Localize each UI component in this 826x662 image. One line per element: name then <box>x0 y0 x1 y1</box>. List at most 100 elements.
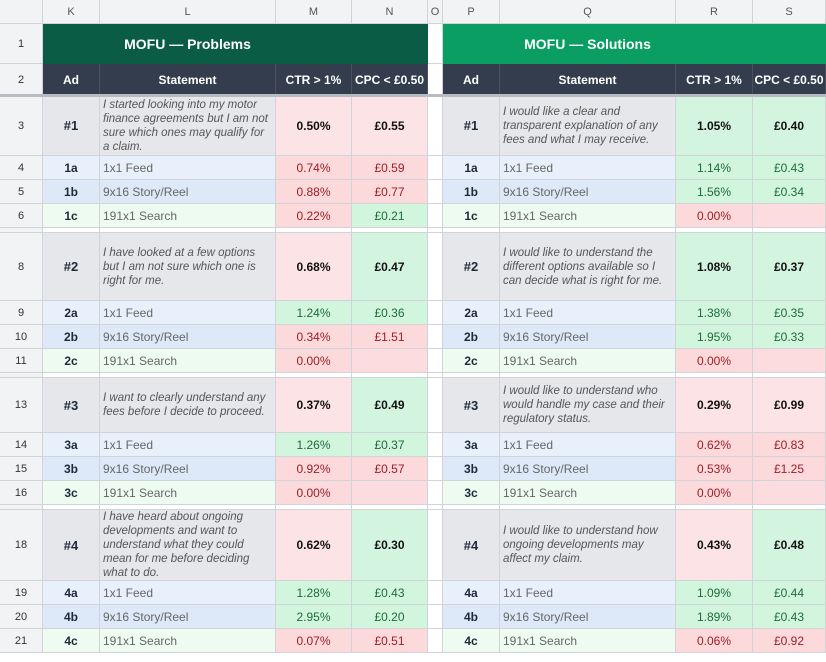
ctr-value[interactable]: 0.00% <box>676 204 753 228</box>
ctr-value[interactable]: 0.29% <box>676 378 753 433</box>
format-label[interactable]: 9x16 Story/Reel <box>500 605 676 629</box>
row-header[interactable]: 16 <box>0 481 43 505</box>
ad-id[interactable]: 2a <box>443 301 500 325</box>
gap-cell[interactable] <box>428 204 443 228</box>
column-header-q[interactable]: Q <box>500 0 676 24</box>
statement-text[interactable]: I have heard about ongoing developments … <box>100 510 276 581</box>
ctr-value[interactable]: 1.26% <box>276 433 352 457</box>
ctr-value[interactable]: 1.05% <box>676 96 753 156</box>
divider-cell[interactable] <box>276 228 352 233</box>
gap-cell[interactable] <box>428 325 443 349</box>
ad-id[interactable]: 4b <box>443 605 500 629</box>
header-ctr[interactable]: CTR > 1% <box>676 64 753 96</box>
gap-cell[interactable] <box>428 233 443 301</box>
ctr-value[interactable]: 1.14% <box>676 156 753 180</box>
row-header[interactable]: 10 <box>0 325 43 349</box>
ctr-value[interactable]: 0.22% <box>276 204 352 228</box>
gap-cell[interactable] <box>428 581 443 605</box>
column-header-l[interactable]: L <box>100 0 276 24</box>
cpc-value[interactable]: £0.34 <box>753 180 826 204</box>
cpc-value[interactable]: £0.92 <box>753 629 826 653</box>
cpc-value[interactable]: £0.36 <box>352 301 428 325</box>
statement-text[interactable]: I want to clearly understand any fees be… <box>100 378 276 433</box>
ad-id[interactable]: #3 <box>443 378 500 433</box>
cpc-value[interactable]: £0.55 <box>352 96 428 156</box>
cpc-value[interactable]: £0.37 <box>352 433 428 457</box>
ctr-value[interactable]: 0.43% <box>676 510 753 581</box>
statement-text[interactable]: I would like to understand how ongoing d… <box>500 510 676 581</box>
ctr-value[interactable]: 0.00% <box>676 349 753 373</box>
ad-id[interactable]: 2c <box>443 349 500 373</box>
cpc-value[interactable] <box>753 349 826 373</box>
problems-title-bg[interactable] <box>43 24 100 64</box>
solutions-title-bg[interactable] <box>753 24 826 64</box>
divider-cell[interactable] <box>352 373 428 378</box>
cpc-value[interactable]: £0.51 <box>352 629 428 653</box>
cpc-value[interactable]: £0.43 <box>753 605 826 629</box>
divider-cell[interactable] <box>500 373 676 378</box>
gap-cell[interactable] <box>428 510 443 581</box>
divider-cell[interactable] <box>43 373 100 378</box>
ad-id[interactable]: 4a <box>443 581 500 605</box>
ad-id[interactable]: 3b <box>443 457 500 481</box>
ad-id[interactable]: 2b <box>443 325 500 349</box>
ctr-value[interactable]: 1.56% <box>676 180 753 204</box>
ctr-value[interactable]: 0.62% <box>676 433 753 457</box>
ad-id[interactable]: #3 <box>43 378 100 433</box>
format-label[interactable]: 1x1 Feed <box>100 301 276 325</box>
cpc-value[interactable]: £1.25 <box>753 457 826 481</box>
gap-cell[interactable] <box>428 481 443 505</box>
statement-text[interactable]: I would like to understand who would han… <box>500 378 676 433</box>
format-label[interactable]: 191x1 Search <box>500 481 676 505</box>
format-label[interactable]: 9x16 Story/Reel <box>100 457 276 481</box>
row-header[interactable]: 4 <box>0 156 43 180</box>
row-header[interactable]: 8 <box>0 233 43 301</box>
column-header-r[interactable]: R <box>676 0 753 24</box>
cpc-value[interactable]: £0.44 <box>753 581 826 605</box>
ctr-value[interactable]: 0.53% <box>676 457 753 481</box>
gap-cell[interactable] <box>428 301 443 325</box>
header-cpc[interactable]: CPC < £0.50 <box>753 64 826 96</box>
ctr-value[interactable]: 1.08% <box>676 233 753 301</box>
row-header[interactable]: 18 <box>0 510 43 581</box>
ad-id[interactable]: 3b <box>43 457 100 481</box>
cpc-value[interactable] <box>753 204 826 228</box>
divider-cell[interactable] <box>100 505 276 510</box>
gap-cell[interactable] <box>428 378 443 433</box>
cpc-value[interactable]: £0.57 <box>352 457 428 481</box>
format-label[interactable]: 1x1 Feed <box>500 156 676 180</box>
ctr-value[interactable]: 0.00% <box>276 481 352 505</box>
gap-cell[interactable] <box>428 605 443 629</box>
cpc-value[interactable]: £0.40 <box>753 96 826 156</box>
problems-title-bg[interactable] <box>352 24 428 64</box>
format-label[interactable]: 191x1 Search <box>500 629 676 653</box>
cpc-value[interactable]: £0.48 <box>753 510 826 581</box>
divider-cell[interactable] <box>276 373 352 378</box>
ad-id[interactable]: 4c <box>43 629 100 653</box>
cpc-value[interactable] <box>352 481 428 505</box>
divider-cell[interactable] <box>100 373 276 378</box>
row-header[interactable]: 14 <box>0 433 43 457</box>
ad-id[interactable]: #4 <box>43 510 100 581</box>
gap-cell[interactable] <box>428 64 443 96</box>
column-header-o[interactable]: O <box>428 0 443 24</box>
cpc-value[interactable]: £0.21 <box>352 204 428 228</box>
cpc-value[interactable]: £0.83 <box>753 433 826 457</box>
ctr-value[interactable]: 0.37% <box>276 378 352 433</box>
cpc-value[interactable]: £0.99 <box>753 378 826 433</box>
cpc-value[interactable] <box>753 481 826 505</box>
row-header[interactable]: 6 <box>0 204 43 228</box>
cpc-value[interactable]: £0.77 <box>352 180 428 204</box>
row-header[interactable]: 15 <box>0 457 43 481</box>
ctr-value[interactable]: 0.88% <box>276 180 352 204</box>
gap-cell[interactable] <box>428 349 443 373</box>
ad-id[interactable]: 2b <box>43 325 100 349</box>
cpc-value[interactable] <box>352 349 428 373</box>
cpc-value[interactable]: £0.30 <box>352 510 428 581</box>
divider-cell[interactable] <box>43 228 100 233</box>
divider-cell[interactable] <box>443 228 500 233</box>
ad-id[interactable]: 1b <box>43 180 100 204</box>
ad-id[interactable]: 4a <box>43 581 100 605</box>
statement-text[interactable]: I would like to understand the different… <box>500 233 676 301</box>
format-label[interactable]: 9x16 Story/Reel <box>100 325 276 349</box>
